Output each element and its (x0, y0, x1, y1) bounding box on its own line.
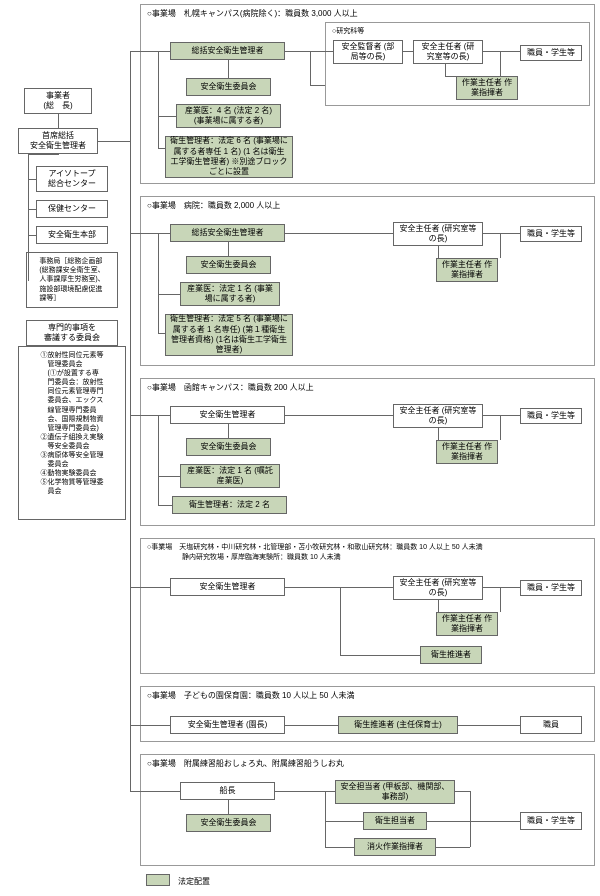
sec3-mgr: 安全衛生管理者 (170, 406, 285, 424)
sec4-prom: 衛生推進者 (420, 646, 482, 664)
sec3-comm: 安全衛生委員会 (186, 438, 271, 456)
sec1-supv: 安全監督者 (部局等の長) (333, 40, 403, 64)
office-box: 事務局［総務企画部 (総務課安全衛生室、 人事課厚生労務室)、 施設部環境配慮促… (26, 252, 118, 308)
sec1-mgr: 総括安全衛生管理者 (170, 42, 285, 60)
sec6-safety: 安全担当者 (甲板部、機関部、事務部) (335, 780, 455, 804)
chief-box: 首席総括 安全衛生管理者 (18, 128, 98, 154)
sec6-health: 衛生担当者 (363, 812, 427, 830)
sec2-mgr: 総括安全衛生管理者 (170, 224, 285, 242)
legend-square (146, 874, 170, 886)
sec1-work: 作業主任者 作業指揮者 (456, 76, 518, 100)
section-4: ○事業場 天塩研究林・中川研究林・北管理部・苫小牧研究林・和歌山研究林：職員数 … (140, 538, 595, 674)
legend-text: 法定配置 (178, 876, 210, 887)
sec2-chief: 安全主任者 (研究室等の長) (393, 222, 483, 246)
sec3-title: ○事業場 函館キャンパス：職員数 200 人以上 (141, 379, 594, 396)
sec1-title: ○事業場 札幌キャンパス(病院除く)：職員数 3,000 人以上 (141, 5, 594, 22)
sec1-ind: 産業医：4 名 (法定 2 名) (事業場に属する者) (176, 104, 281, 128)
sec3-staff: 職員・学生等 (520, 408, 582, 424)
sec4-mgr: 安全衛生管理者 (170, 578, 285, 596)
sec3-work: 作業主任者 作業指揮者 (436, 440, 498, 464)
expert-body-box: ①放射性同位元素等 管理委員会 (①が設置する専 門委員会：放射性 同位元素管理… (18, 346, 126, 520)
sec2-hmgr: 衛生管理者：法定 5 名 (事業場に属する者 1 名専任) (第１種衛生管理者資… (165, 314, 293, 356)
expert-title-box: 専門的事項を 審議する委員会 (26, 320, 118, 346)
sec6-staff: 職員・学生等 (520, 812, 582, 830)
sec5-prom: 衛生推進者 (主任保育士) (338, 716, 458, 734)
sec6-comm: 安全衛生委員会 (186, 814, 271, 832)
sec5-title: ○事業場 子どもの園保育園：職員数 10 人以上 50 人未満 (141, 687, 594, 704)
sec3-ind: 産業医：法定 1 名 (嘱託産業医) (180, 464, 280, 488)
sec3-chief: 安全主任者 (研究室等の長) (393, 404, 483, 428)
sec6-fire: 消火作業指揮者 (354, 838, 436, 856)
sec1-dept: ○研究科等 (326, 23, 589, 39)
safety-hq-box: 安全衛生本部 (36, 226, 108, 244)
sec5-mgr: 安全衛生管理者 (園長) (170, 716, 285, 734)
sec4-chief: 安全主任者 (研究室等の長) (393, 576, 483, 600)
sec1-hmgr: 衛生管理者：法定 6 名 (事業場に属する者専任 1 名) (1 名は衛生工学衛… (165, 136, 293, 178)
sec4-staff: 職員・学生等 (520, 580, 582, 596)
health-box: 保健センター (36, 200, 108, 218)
sec2-comm: 安全衛生委員会 (186, 256, 271, 274)
sec5-staff: 職員 (520, 716, 582, 734)
sec1-comm: 安全衛生委員会 (186, 78, 271, 96)
sec2-ind: 産業医：法定 1 名 (事業場に属する者) (180, 282, 280, 306)
isotope-box: アイソトープ 総合センター (36, 166, 108, 192)
sec6-title: ○事業場 附属練習船おしょろ丸、附属練習船うしお丸 (141, 755, 594, 772)
sec2-title: ○事業場 病院：職員数 2,000 人以上 (141, 197, 594, 214)
sec2-work: 作業主任者 作業指揮者 (436, 258, 498, 282)
owner-box: 事業者 (総 長) (24, 88, 92, 114)
sec2-staff: 職員・学生等 (520, 226, 582, 242)
sec4-title: ○事業場 天塩研究林・中川研究林・北管理部・苫小牧研究林・和歌山研究林：職員数 … (141, 539, 594, 565)
sec4-work: 作業主任者 作業指揮者 (436, 612, 498, 636)
sec1-chief: 安全主任者 (研究室等の長) (413, 40, 483, 64)
sec6-captain: 船長 (180, 782, 275, 800)
sec1-staff: 職員・学生等 (520, 45, 582, 61)
sec3-hmgr: 衛生管理者：法定 2 名 (172, 496, 287, 514)
